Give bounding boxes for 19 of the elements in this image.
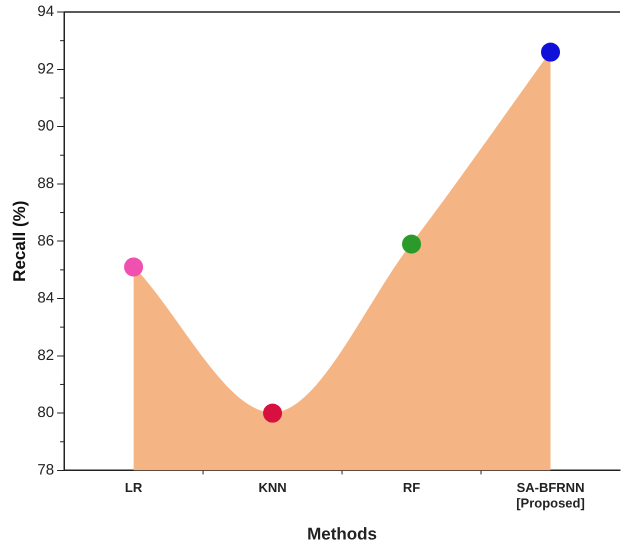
y-tick-label: 84 (37, 290, 54, 307)
y-tick-label: 78 (37, 462, 54, 479)
x-tick-label: RF (402, 480, 420, 495)
y-tick-label: 90 (37, 118, 54, 135)
x-axis-title: Methods (307, 524, 377, 544)
y-tick-label: 92 (37, 60, 54, 78)
point (263, 404, 282, 423)
y-axis-title: Recall (%) (10, 200, 29, 282)
x-tick-label: SA-BFRNN [Proposed] (516, 480, 585, 510)
y-tick-label: 82 (37, 346, 54, 364)
y-tick-label: 94 (37, 3, 54, 20)
x-tick-label: KNN (258, 480, 287, 495)
y-tick-label: 86 (37, 232, 54, 250)
point (541, 42, 560, 62)
point (124, 257, 144, 276)
point (402, 234, 422, 254)
y-tick-label: 80 (37, 404, 54, 422)
y-tick-label: 88 (37, 175, 54, 192)
x-tick-label: LR (124, 480, 143, 495)
